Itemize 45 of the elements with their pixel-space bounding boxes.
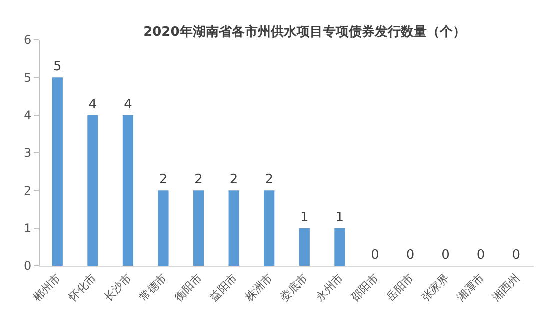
bar [228,190,240,266]
x-tick-label: 衡阳市 [172,272,205,304]
bar [299,228,310,266]
data-label: 2 [230,172,238,188]
x-tick-label: 湘潭市 [454,272,488,304]
chart-title: 2020年湖南省各市州供水项目专项债券发行数量（个） [144,24,466,40]
data-label: 0 [371,248,380,263]
y-tick-label: 5 [24,70,32,85]
bar [88,115,98,266]
data-label: 0 [406,248,415,263]
data-label: 4 [124,97,132,112]
data-label: 2 [265,172,274,188]
y-tick-label: 4 [24,108,32,123]
x-tick-label: 张家界 [419,272,452,304]
bar [334,228,346,266]
data-label: 0 [442,248,450,263]
x-tick-label: 岳阳市 [384,272,417,304]
y-tick-label: 2 [24,184,32,198]
x-tick-label: 长沙市 [102,272,134,304]
x-tick-label: 常德市 [136,272,170,304]
y-tick-label: 1 [24,222,32,236]
bar [122,115,134,266]
x-tick-label: 永州市 [313,272,346,304]
x-tick-label: 邵阳市 [348,272,382,304]
bar [193,190,204,266]
data-label: 5 [54,60,62,75]
y-tick-label: 3 [24,146,32,160]
y-tick-label: 6 [24,33,32,48]
x-tick-label: 湘西州 [490,272,522,304]
data-label: 2 [194,172,203,188]
y-tick-label: 0 [24,259,32,274]
data-label: 4 [88,97,98,112]
data-label: 1 [336,210,344,226]
data-label: 0 [476,248,486,263]
x-tick-label: 益阳市 [208,272,240,304]
bar [52,78,63,266]
x-tick-label: 郴州市 [31,272,64,304]
data-label: 1 [300,210,309,226]
data-label: 2 [159,172,168,188]
x-tick-label: 娄底市 [278,272,311,304]
bar [264,190,275,266]
x-tick-label: 株洲市 [242,272,276,305]
x-tick-label: 怀化市 [66,272,99,305]
data-label: 0 [512,248,520,263]
bar [158,190,169,266]
